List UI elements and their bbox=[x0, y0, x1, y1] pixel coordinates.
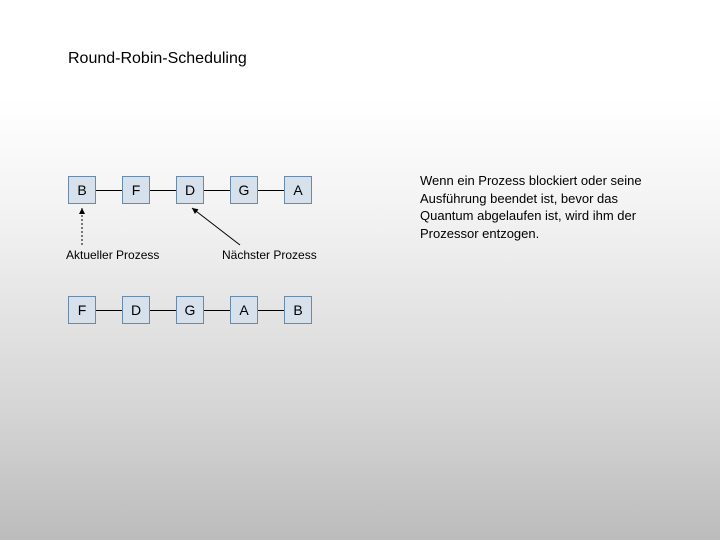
process-box: A bbox=[230, 296, 258, 324]
connector-line bbox=[150, 310, 176, 311]
connector-line bbox=[204, 310, 230, 311]
page-title: Round-Robin-Scheduling bbox=[68, 50, 247, 68]
description-text: Wenn ein Prozess blockiert oder seine Au… bbox=[420, 172, 670, 242]
process-box: A bbox=[284, 176, 312, 204]
connector-line bbox=[96, 310, 122, 311]
slide-root: Round-Robin-Scheduling BFDGA FDGAB Aktue… bbox=[0, 0, 720, 540]
process-box: D bbox=[176, 176, 204, 204]
process-box: G bbox=[176, 296, 204, 324]
process-box: G bbox=[230, 176, 258, 204]
connector-line bbox=[258, 310, 284, 311]
process-box: F bbox=[122, 176, 150, 204]
process-box: B bbox=[68, 176, 96, 204]
connector-line bbox=[258, 190, 284, 191]
label-aktueller-prozess: Aktueller Prozess bbox=[66, 248, 159, 262]
connector-line bbox=[96, 190, 122, 191]
process-box: F bbox=[68, 296, 96, 324]
connector-line bbox=[150, 190, 176, 191]
arrow-layer bbox=[0, 0, 720, 540]
label-naechster-prozess: Nächster Prozess bbox=[222, 248, 317, 262]
arrow-naechster-icon bbox=[192, 208, 240, 245]
process-box: B bbox=[284, 296, 312, 324]
connector-line bbox=[204, 190, 230, 191]
process-box: D bbox=[122, 296, 150, 324]
